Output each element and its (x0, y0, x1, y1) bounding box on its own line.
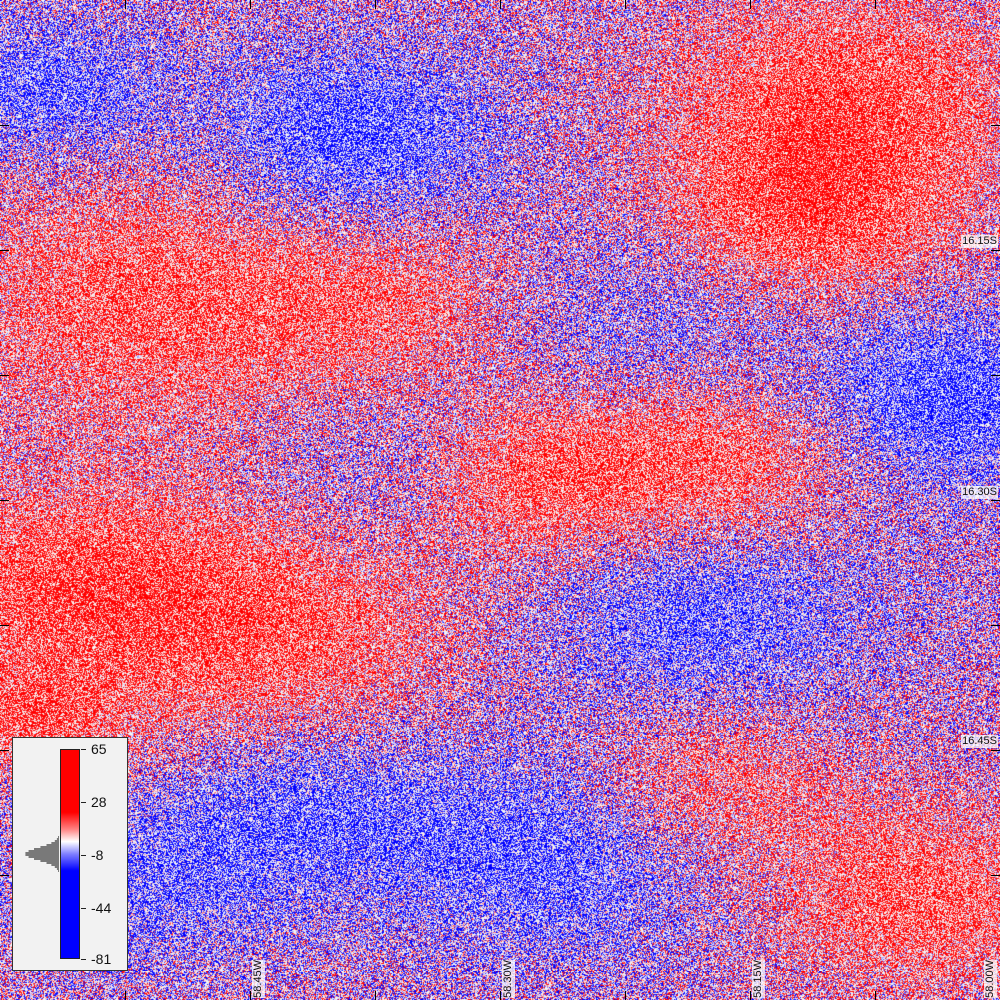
frame-tick (991, 750, 1000, 751)
colorbar-label: -8 (91, 847, 104, 863)
frame-tick (0, 500, 9, 501)
frame-tick (625, 0, 626, 9)
colorbar-tick (81, 908, 86, 909)
longitude-label: 58.45W (252, 960, 265, 998)
frame-tick (750, 991, 751, 1000)
frame-tick (750, 0, 751, 9)
colorbar-tick (81, 855, 86, 856)
longitude-label: 58.15W (752, 960, 765, 998)
frame-tick (500, 991, 501, 1000)
colorbar-label-min: -81 (91, 951, 112, 967)
frame-tick (250, 0, 251, 9)
frame-tick (0, 125, 9, 126)
frame-tick (250, 991, 251, 1000)
latitude-label: 16.15S (961, 235, 998, 248)
frame-tick (991, 250, 1000, 251)
colorbar-tick (81, 959, 86, 960)
colorbar-legend: 65 28 -8 -44 -81 (12, 737, 128, 971)
frame-tick (375, 991, 376, 1000)
frame-tick (991, 625, 1000, 626)
frame-tick (625, 991, 626, 1000)
frame-tick (0, 750, 9, 751)
latitude-label: 16.30S (961, 486, 998, 499)
latitude-label: 16.45S (961, 735, 998, 748)
value-histogram (25, 836, 59, 872)
frame-tick (875, 0, 876, 9)
frame-tick (875, 991, 876, 1000)
frame-tick (991, 875, 1000, 876)
colorbar (60, 749, 80, 959)
colorbar-tick (81, 802, 86, 803)
colorbar-label: -44 (91, 900, 112, 916)
frame-tick (375, 0, 376, 9)
frame-tick (0, 375, 9, 376)
colorbar-tick (81, 749, 86, 750)
longitude-label: 58.30W (502, 960, 515, 998)
frame-tick (991, 500, 1000, 501)
frame-tick (500, 0, 501, 9)
frame-tick (0, 250, 9, 251)
frame-tick (125, 991, 126, 1000)
frame-tick (0, 625, 9, 626)
frame-tick (125, 0, 126, 9)
frame-tick (0, 875, 9, 876)
frame-tick (991, 125, 1000, 126)
colorbar-label-max: 65 (91, 741, 107, 757)
colorbar-label: 28 (91, 794, 107, 810)
longitude-label: 58.00W (984, 960, 997, 998)
frame-tick (991, 375, 1000, 376)
